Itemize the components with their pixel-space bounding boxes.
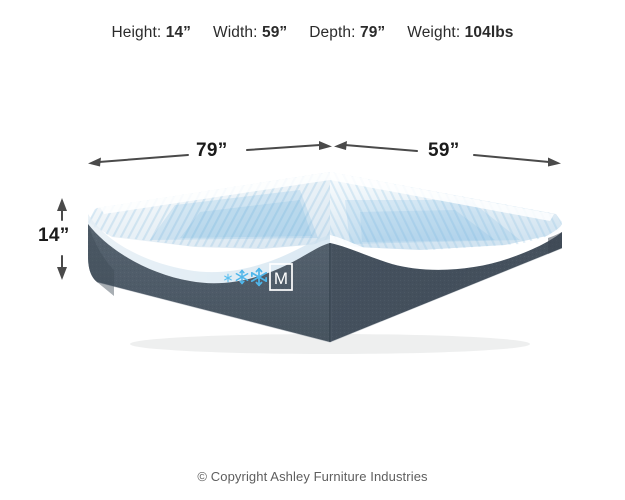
mattress-illustration: M <box>88 172 563 354</box>
width-dimension-label: 59” <box>428 140 460 161</box>
spec-width-label: Width: <box>213 24 258 41</box>
spec-weight-value: 104lbs <box>464 24 514 41</box>
height-dimension-label: 14” <box>38 225 70 246</box>
copyright-notice: © Copyright Ashley Furniture Industries <box>197 469 428 484</box>
mattress-shadow <box>130 334 530 354</box>
brand-m-logo-icon: M <box>269 263 293 291</box>
spec-bar: Height: 14” Width: 59” Depth: 79” Weight: 1… <box>0 24 625 42</box>
spec-depth: Depth: 79” <box>309 24 385 42</box>
spec-height-label: Height: <box>111 24 162 41</box>
height-arrow <box>57 198 67 280</box>
snowflake-small-icon <box>224 273 232 283</box>
snowflake-large-icon <box>250 267 268 287</box>
spec-weight: Weight: 104lbs <box>407 24 513 42</box>
mattress-base-front <box>88 224 330 342</box>
spec-width-value: 59” <box>261 24 288 41</box>
snowflake-medium-icon <box>235 269 249 285</box>
brand-m-letter: M <box>274 269 288 288</box>
spec-height: Height: 14” <box>111 24 191 42</box>
mattress-base-right <box>330 232 562 342</box>
spec-depth-value: 79” <box>359 24 386 41</box>
dimension-arrows <box>57 141 561 280</box>
spec-width: Width: 59” <box>213 24 287 42</box>
width-arrow <box>334 141 561 167</box>
spec-weight-label: Weight: <box>407 24 461 41</box>
mattress-logo: M <box>224 263 293 291</box>
spec-depth-label: Depth: <box>309 24 356 41</box>
depth-dimension-label: 79” <box>196 140 228 161</box>
spec-height-value: 14” <box>165 24 192 41</box>
depth-arrow <box>88 141 332 167</box>
